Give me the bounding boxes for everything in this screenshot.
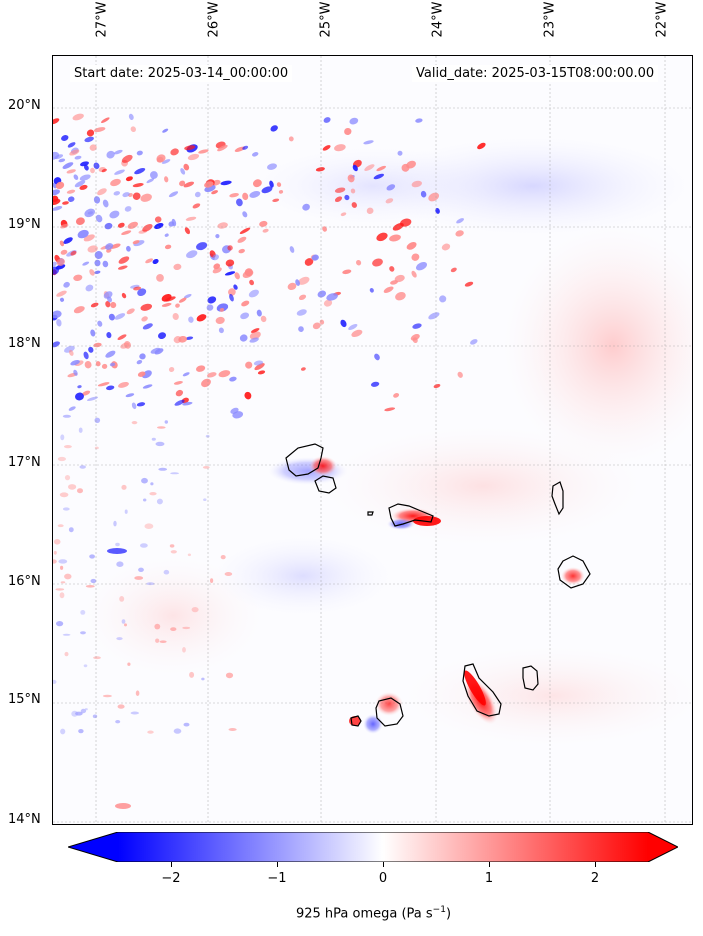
island-santiago [462,663,502,717]
convective-noise-field [53,113,486,735]
island-maio [522,665,539,691]
lon-label-26w: 26°W [206,1,222,38]
start-date-annotation: Start date: 2025-03-14_00:00:00 [70,65,293,82]
lat-label-17n: 17°N [8,455,41,470]
colorbar-tickmark [277,862,278,867]
colorbar-tick-label: 1 [484,871,494,886]
colorbar-tickmark [489,862,490,867]
lat-label-20n: 20°N [8,98,41,113]
colorbar-tick-label: 0 [378,871,388,886]
lon-label-24w: 24°W [430,1,446,38]
island-sal [551,481,564,516]
colorbar-tickmark [383,862,384,867]
lon-label-25w: 25°W [318,1,334,38]
valid-date-annotation: Valid_date: 2025-03-15T08:00:00.00 [412,65,659,82]
map-canvas [53,56,692,824]
omega-map [52,55,693,825]
island-signals [107,456,585,809]
island-fogo [375,697,404,727]
colorbar [68,832,678,862]
island-sao-vicente [314,475,337,494]
island-santo-antao [285,443,324,477]
lat-label-16n: 16°N [8,574,41,589]
colorbar-body [118,832,648,862]
island-sao-nicolau [388,503,434,527]
colorbar-tick-label: 2 [590,871,600,886]
lon-label-23w: 23°W [542,1,558,38]
lat-label-14n: 14°N [8,812,41,827]
colorbar-extend-high [648,832,678,862]
gridlines [53,56,692,824]
island-santa-luzia [367,511,374,516]
lon-label-27w: 27°W [94,1,110,38]
coastlines [285,443,591,727]
colorbar-tickmark [171,862,172,867]
lat-label-19n: 19°N [8,217,41,232]
lon-label-22w: 22°W [654,1,670,38]
island-brava [350,715,362,727]
colorbar-tick-label: −1 [267,871,287,886]
island-boa-vista [557,555,591,589]
lat-label-15n: 15°N [8,692,41,707]
colorbar-extend-low [68,832,118,862]
large-scale-patterns [83,136,692,746]
lat-label-18n: 18°N [8,336,41,351]
colorbar-label: 925 hPa omega (Pa s−1) [295,905,452,922]
colorbar-tick-label: −2 [161,871,181,886]
colorbar-tickmark [595,862,596,867]
